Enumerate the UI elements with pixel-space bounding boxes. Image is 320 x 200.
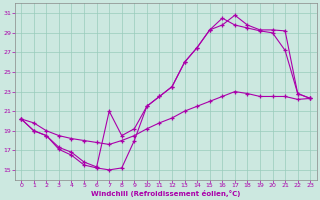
X-axis label: Windchill (Refroidissement éolien,°C): Windchill (Refroidissement éolien,°C)	[91, 190, 240, 197]
